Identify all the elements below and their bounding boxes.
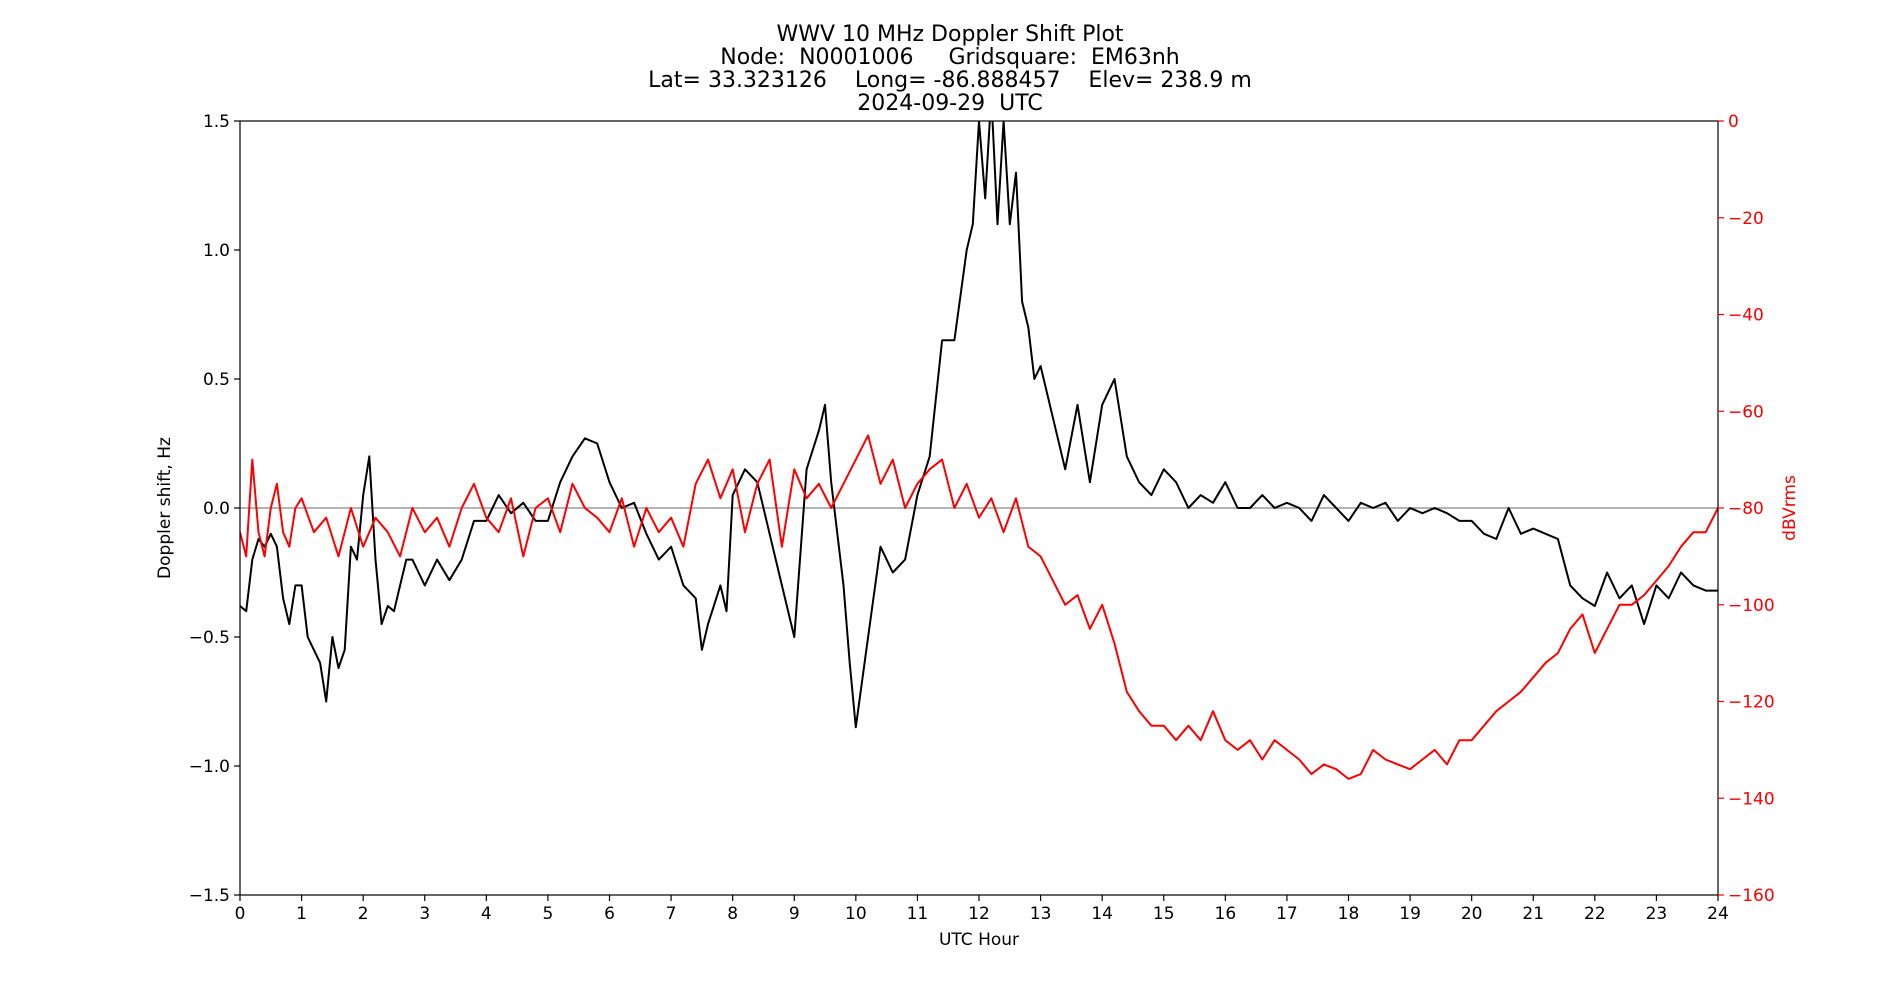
chart-title-line-2: Node: N0001006 Gridsquare: EM63nh — [720, 45, 1180, 70]
y-tick-label: 1.0 — [203, 241, 230, 261]
x-tick-label: 19 — [1399, 904, 1421, 924]
x-tick-label: 21 — [1522, 904, 1544, 924]
x-tick-label: 5 — [543, 904, 554, 924]
y2-tick-label: −20 — [1728, 209, 1764, 229]
x-tick-label: 17 — [1276, 904, 1298, 924]
y2-tick-label: −140 — [1728, 789, 1775, 809]
y-axis-label: Doppler shift, Hz — [155, 437, 175, 579]
y2-tick-label: −120 — [1728, 693, 1775, 713]
y2-axis-label: dBVrms — [1780, 475, 1800, 541]
x-tick-label: 12 — [968, 904, 990, 924]
x-tick-label: 11 — [907, 904, 929, 924]
x-tick-label: 22 — [1584, 904, 1606, 924]
y-tick-label: 0.5 — [203, 370, 230, 390]
chart-title-line-3: Lat= 33.323126 Long= -86.888457 Elev= 23… — [648, 68, 1252, 93]
x-tick-label: 13 — [1030, 904, 1052, 924]
y-tick-label: 1.5 — [203, 112, 230, 132]
y2-tick-label: −40 — [1728, 306, 1764, 326]
y-tick-label: −1.5 — [189, 886, 230, 906]
x-tick-label: 16 — [1215, 904, 1237, 924]
y-tick-label: −0.5 — [189, 628, 230, 648]
x-tick-label: 8 — [727, 904, 738, 924]
y-tick-label: −1.0 — [189, 757, 230, 777]
y2-tick-label: −80 — [1728, 499, 1764, 519]
x-tick-label: 4 — [481, 904, 492, 924]
y2-tick-label: −160 — [1728, 886, 1775, 906]
x-tick-label: 3 — [419, 904, 430, 924]
power-series-line — [240, 434, 1718, 780]
doppler-series-line — [240, 121, 1718, 729]
x-tick-label: 14 — [1091, 904, 1113, 924]
x-tick-label: 20 — [1461, 904, 1483, 924]
x-tick-label: 0 — [235, 904, 246, 924]
x-tick-label: 15 — [1153, 904, 1175, 924]
x-tick-label: 9 — [789, 904, 800, 924]
x-tick-label: 1 — [296, 904, 307, 924]
y-tick-label: 0.0 — [203, 499, 230, 519]
y2-tick-label: −60 — [1728, 402, 1764, 422]
x-axis-label: UTC Hour — [939, 930, 1019, 950]
y2-tick-label: 0 — [1728, 112, 1739, 132]
x-tick-label: 24 — [1707, 904, 1729, 924]
x-tick-label: 6 — [604, 904, 615, 924]
x-tick-label: 2 — [358, 904, 369, 924]
y2-tick-label: −100 — [1728, 596, 1775, 616]
x-tick-label: 18 — [1338, 904, 1360, 924]
x-tick-label: 7 — [666, 904, 677, 924]
chart-title-line-1: WWV 10 MHz Doppler Shift Plot — [776, 22, 1124, 47]
x-tick-label: 23 — [1646, 904, 1668, 924]
chart-title-line-4: 2024-09-29 UTC — [857, 91, 1043, 116]
x-tick-label: 10 — [845, 904, 867, 924]
